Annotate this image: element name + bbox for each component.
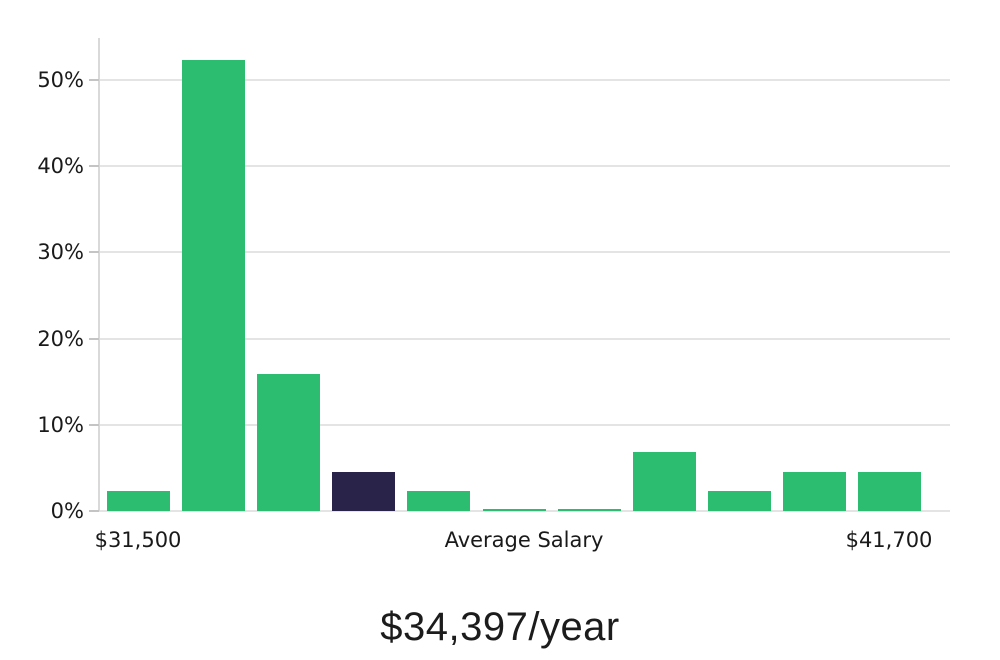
gridline: [99, 251, 950, 253]
y-axis-tick: [89, 79, 99, 81]
y-tick-label: 20%: [37, 327, 84, 351]
x-tick-label-max: $41,700: [845, 528, 933, 552]
y-tick-label: 10%: [37, 413, 84, 437]
y-axis-tick: [89, 165, 99, 167]
highlighted-bar: [332, 472, 395, 511]
x-axis-label: Average Salary: [444, 528, 604, 552]
y-axis-line: [98, 38, 100, 511]
bar: [783, 472, 846, 511]
gridline: [99, 510, 950, 512]
y-tick-label: 0%: [50, 499, 84, 523]
salary-title: $34,397/year: [380, 605, 620, 649]
plot-area: [99, 38, 950, 512]
gridline: [99, 165, 950, 167]
y-axis-tick: [89, 424, 99, 426]
y-axis-tick: [89, 338, 99, 340]
bar: [483, 509, 546, 511]
x-tick-label-min: $31,500: [94, 528, 182, 552]
gridline: [99, 424, 950, 426]
gridline: [99, 79, 950, 81]
bar: [558, 509, 621, 511]
y-axis-tick: [89, 510, 99, 512]
bar: [858, 472, 921, 511]
bar: [407, 491, 470, 511]
bar: [633, 452, 696, 511]
bar: [182, 60, 245, 511]
y-tick-label: 50%: [37, 68, 84, 92]
gridline: [99, 338, 950, 340]
bar: [107, 491, 170, 511]
y-tick-label: 40%: [37, 154, 84, 178]
y-tick-label: 30%: [37, 240, 84, 264]
bar: [708, 491, 771, 511]
bar: [257, 374, 320, 511]
y-axis-tick: [89, 251, 99, 253]
